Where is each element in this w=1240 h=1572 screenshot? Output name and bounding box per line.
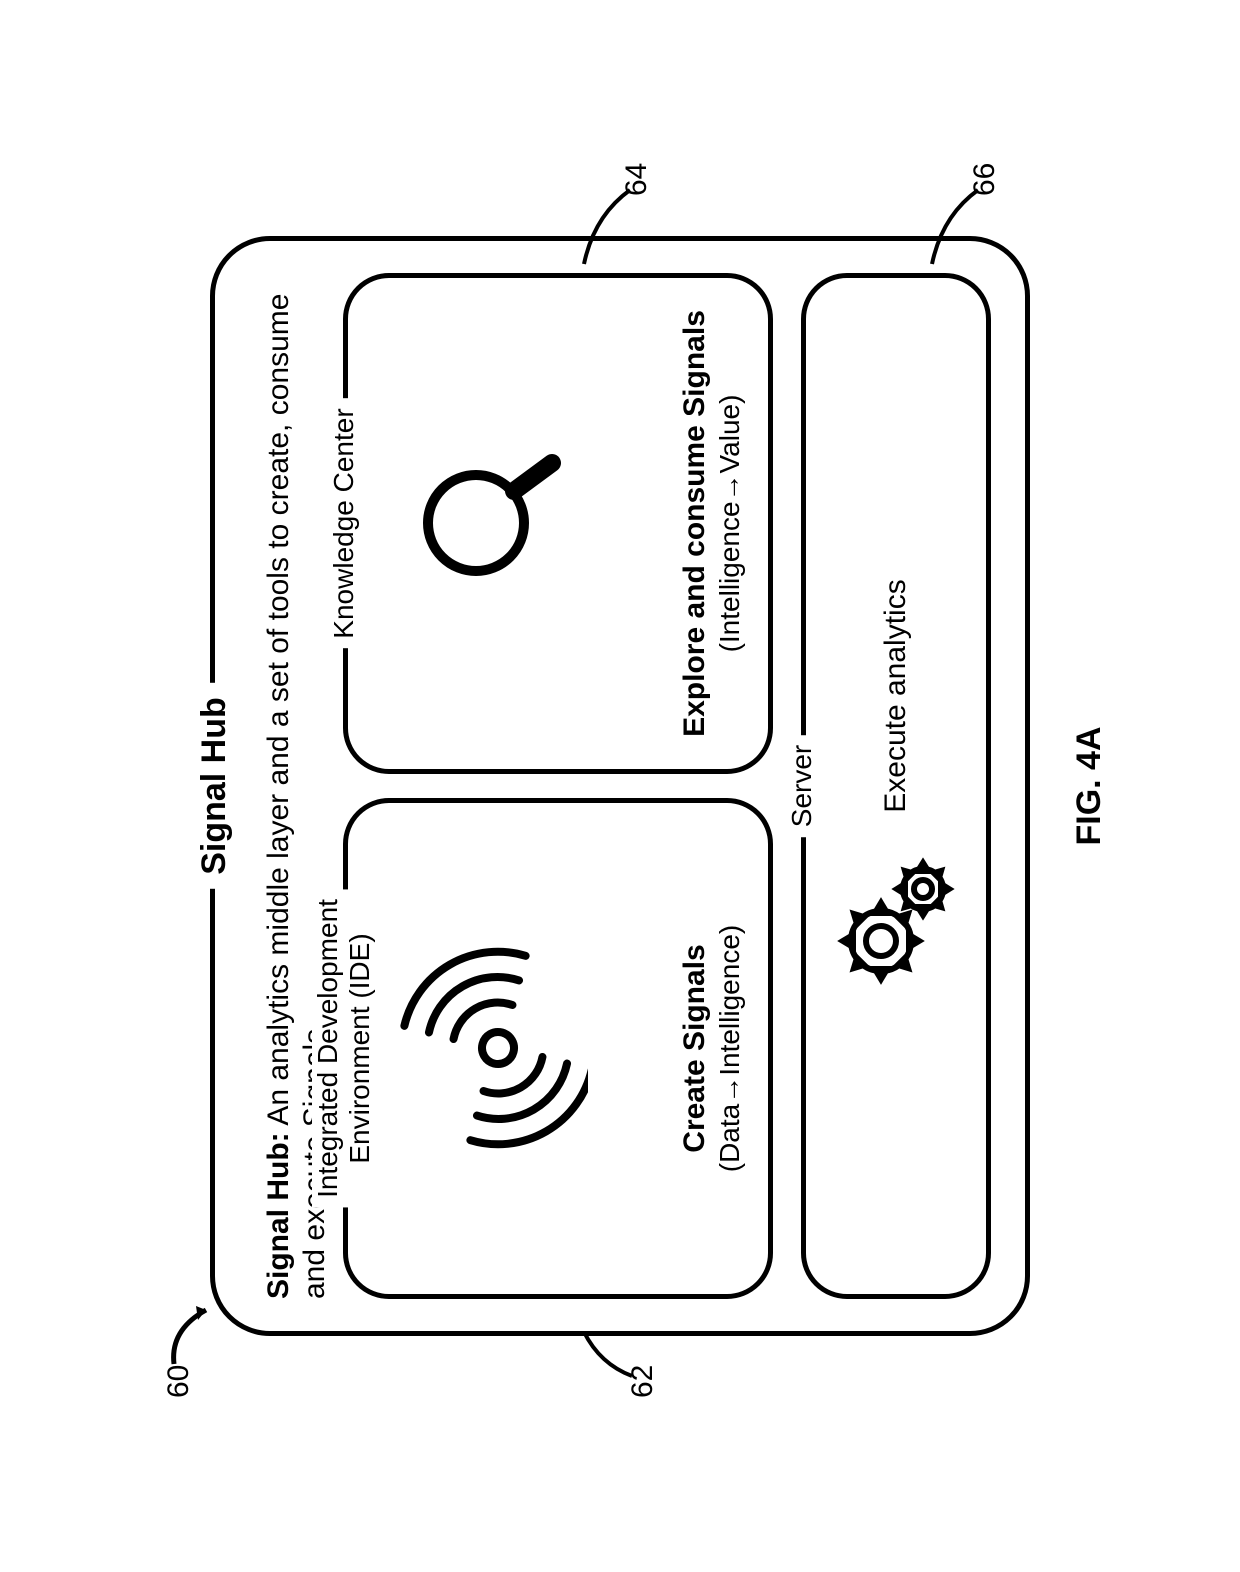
ide-title-line2: Environment (IDE) (344, 933, 375, 1163)
ide-action: Create Signals (678, 803, 712, 1294)
ide-sub: (Data→Intelligence) (714, 803, 746, 1294)
figure-caption: FIG. 4A (1070, 726, 1109, 845)
ide-card: Integrated Development Environment (IDE) (343, 798, 773, 1299)
ref-66: 66 (968, 163, 1002, 196)
ide-title-line1: Integrated Development (312, 899, 343, 1198)
knowledge-icon-slot (398, 278, 588, 769)
main-title: Signal Hub (195, 683, 234, 889)
server-card: Server (801, 273, 991, 1299)
gears-icon (831, 843, 961, 993)
ref-60-group: 60 (162, 1365, 196, 1398)
knowledge-sub: (Intelligence→Value) (714, 278, 746, 769)
ref-60: 60 (162, 1365, 195, 1398)
knowledge-card-bottom: Explore and consume Signals (Intelligenc… (678, 278, 746, 769)
ref-62: 62 (626, 1365, 660, 1398)
ref-64: 64 (620, 163, 654, 196)
ide-card-bottom: Create Signals (Data→Intelligence) (678, 803, 746, 1294)
server-card-title: Server (786, 735, 818, 837)
server-action: Execute analytics (879, 579, 913, 812)
cards-row: Integrated Development Environment (IDE) (343, 273, 773, 1299)
ref-60-arrow (168, 1294, 226, 1368)
server-row: Execute analytics (831, 579, 961, 992)
description-bold: Signal Hub: (262, 1132, 295, 1299)
ide-card-title: Integrated Development Environment (IDE) (312, 889, 376, 1208)
signal-hub-box: Signal Hub Signal Hub: An analytics midd… (210, 236, 1030, 1336)
knowledge-action: Explore and consume Signals (678, 278, 712, 769)
knowledge-card-title: Knowledge Center (328, 398, 360, 648)
knowledge-card: Knowledge Center Explore and consume Sig… (343, 273, 773, 774)
broadcast-icon (398, 944, 588, 1154)
magnifier-icon (398, 444, 588, 604)
ide-icon-slot (398, 803, 588, 1294)
figure-stage: Signal Hub Signal Hub: An analytics midd… (210, 236, 1030, 1336)
